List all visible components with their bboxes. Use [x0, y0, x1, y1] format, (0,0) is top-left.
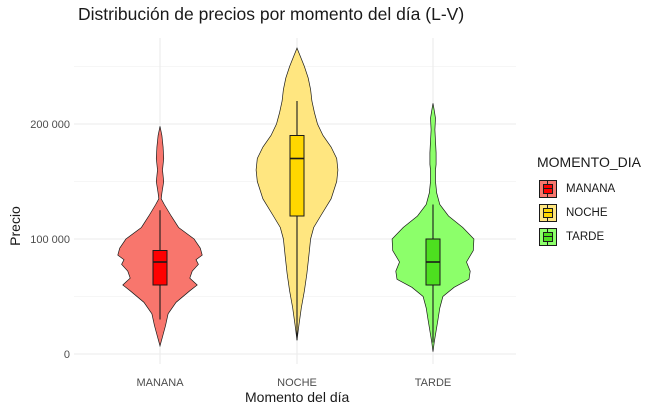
legend-item-noche: NOCHE — [538, 203, 608, 223]
legend-item-tarde: TARDE — [538, 227, 604, 247]
axis-ticks: 0 100 000 200 000 MANANA NOCHE TARDE — [30, 119, 451, 389]
box-manana — [152, 250, 168, 286]
x-axis-label: Momento del día — [245, 389, 350, 405]
legend-label-noche: NOCHE — [566, 207, 608, 219]
y-tick-label: 200 000 — [30, 119, 70, 131]
legend-key-tarde — [538, 227, 558, 247]
x-tick-label: NOCHE — [277, 377, 317, 389]
legend-item-manana: MANANA — [538, 179, 615, 199]
box-noche — [289, 135, 305, 217]
legend-key-manana — [538, 179, 558, 199]
legend-label-manana: MANANA — [566, 183, 616, 195]
x-tick-label: TARDE — [415, 377, 451, 389]
y-tick-label: 0 — [64, 349, 70, 361]
legend-label-tarde: TARDE — [566, 231, 605, 243]
chart-title: Distribución de precios por momento del … — [78, 4, 465, 24]
y-tick-label: 100 000 — [30, 234, 70, 246]
x-tick-label: MANANA — [136, 377, 184, 389]
violins — [117, 47, 475, 352]
y-axis-label: Precio — [7, 206, 23, 246]
legend-key-noche — [538, 203, 558, 223]
legend-title: MOMENTO_DIA — [537, 154, 641, 170]
